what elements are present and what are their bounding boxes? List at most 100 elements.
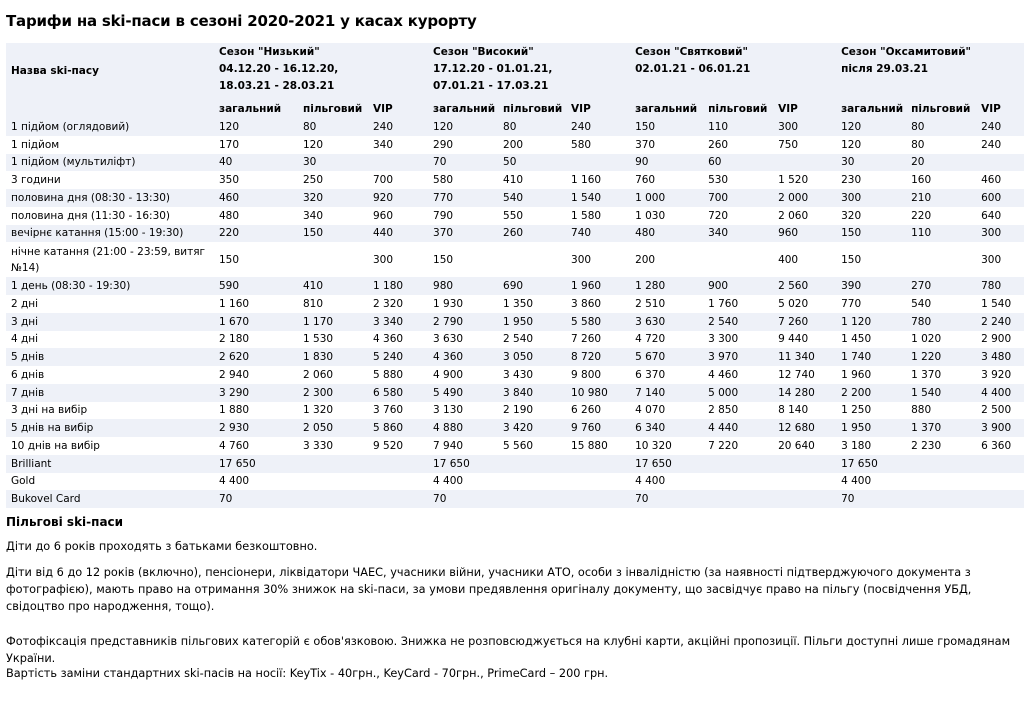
price-cell: 980 <box>428 277 499 295</box>
price-cell: 200 <box>503 138 524 151</box>
price-cell: 580 <box>571 138 592 151</box>
price-cell: 1 580 <box>571 209 602 222</box>
price-cell: 30 <box>836 153 907 172</box>
price-cell: 170 <box>219 138 240 151</box>
price-cell <box>906 454 977 473</box>
price-cell: 9 440 <box>778 333 809 346</box>
price-cell: 1 250 <box>841 404 872 417</box>
price-cell <box>368 473 428 491</box>
price-cell: 3 630 <box>433 333 464 346</box>
price-cell: 3 300 <box>708 333 739 346</box>
price-cell: 120 <box>303 138 324 151</box>
price-cell: 2 230 <box>911 439 942 452</box>
price-cell <box>703 490 774 508</box>
price-cell: 1 540 <box>566 189 631 207</box>
price-cell: 530 <box>708 174 729 187</box>
price-cell: 4 760 <box>219 439 250 452</box>
price-cell: 150 <box>841 253 862 266</box>
price-cell: 4 400 <box>433 475 464 488</box>
price-cell: 960 <box>773 224 837 243</box>
price-cell <box>298 473 368 491</box>
price-cell: 2 850 <box>708 404 739 417</box>
price-cell <box>498 473 566 491</box>
pass-name: Bukovel Card <box>6 490 214 508</box>
price-cell: 340 <box>703 224 774 243</box>
price-cell: 3 290 <box>214 383 298 402</box>
price-cell: 30 <box>298 153 368 172</box>
season-name: Сезон "Низький" <box>219 46 320 58</box>
price-cell: 340 <box>373 138 394 151</box>
price-cell: 160 <box>911 174 932 187</box>
price-cell: 3 330 <box>303 439 334 452</box>
price-cell: 740 <box>566 224 631 243</box>
price-cell: 17 650 <box>630 454 704 473</box>
price-cell: 370 <box>428 224 499 243</box>
pass-name: 1 підйом (мультиліфт) <box>6 153 214 172</box>
price-cell: 4 400 <box>841 475 872 488</box>
price-cell: 810 <box>303 297 324 310</box>
price-cell <box>976 490 1025 508</box>
season-name: Сезон "Високий" <box>433 46 534 58</box>
price-cell: 480 <box>219 209 240 222</box>
price-cell: 9 760 <box>566 419 631 437</box>
price-cell: 200 <box>635 253 656 266</box>
price-cell: 640 <box>981 209 1002 222</box>
price-cell: 1 520 <box>778 174 809 187</box>
pass-name: половина дня (08:30 - 13:30) <box>6 189 214 207</box>
price-cell: 3 970 <box>703 348 774 366</box>
price-cell: 3 480 <box>976 348 1025 366</box>
price-cell: 300 <box>373 253 394 266</box>
price-cell: 120 <box>836 118 907 136</box>
price-cell: 50 <box>498 153 567 172</box>
price-cell: 5 490 <box>428 383 499 402</box>
table-row: 3 дні 1 670 1 170 3 340 2 790 1 950 5 580 3 630… <box>6 312 1025 331</box>
price-cell: 80 <box>498 118 567 136</box>
benefits-paragraph-children: Діти до 6 років проходять з батьками без… <box>6 540 318 553</box>
price-type-header: загальний <box>428 99 499 118</box>
price-cell: 4 400 <box>219 475 250 488</box>
price-cell <box>703 473 773 491</box>
price-cell: 220 <box>911 209 932 222</box>
season-dates: 07.01.21 - 17.03.21 <box>433 80 549 92</box>
price-cell: 1 180 <box>368 277 429 295</box>
price-cell: 270 <box>906 277 977 295</box>
price-cell: 960 <box>373 209 394 222</box>
price-cell: 3 840 <box>498 383 567 402</box>
table-row: 7 днів 3 290 2 300 6 580 5 490 3 840 10 980 7 1… <box>6 383 1025 402</box>
price-cell: 250 <box>303 174 324 187</box>
price-cell: 2 060 <box>303 368 334 381</box>
pass-name: 3 дні <box>6 312 214 331</box>
price-cell: 440 <box>368 224 429 243</box>
price-cell: 4 440 <box>703 419 774 437</box>
price-cell: 1 830 <box>298 348 368 366</box>
price-cell: 580 <box>433 174 454 187</box>
price-cell: 1 320 <box>303 404 334 417</box>
price-cell: 10 980 <box>566 383 631 402</box>
price-cell: 2 060 <box>778 209 809 222</box>
price-cell: 3 340 <box>368 312 429 331</box>
price-cell: 1 370 <box>906 419 977 437</box>
pass-name: 1 день (08:30 - 19:30) <box>6 277 214 295</box>
price-cell: 5 880 <box>373 368 404 381</box>
price-cell: 17 650 <box>214 454 298 473</box>
price-cell <box>976 473 1024 491</box>
price-type-header: загальний <box>630 99 704 118</box>
price-cell: 2 200 <box>836 383 907 402</box>
price-cell: 70 <box>214 490 298 508</box>
price-cell: 150 <box>219 253 240 266</box>
season-dates: після 29.03.21 <box>841 63 929 75</box>
season-dates: 04.12.20 - 16.12.20, <box>219 63 339 75</box>
price-cell: 150 <box>836 224 907 243</box>
price-cell: 7 940 <box>433 439 464 452</box>
price-cell: 5 560 <box>503 439 534 452</box>
price-cell: 780 <box>906 312 977 331</box>
price-cell: 6 340 <box>630 419 704 437</box>
season-velvet-header: Сезон "Оксамитовий" після 29.03.21 <box>836 43 1025 99</box>
price-cell: 1 280 <box>630 277 704 295</box>
price-cell: 10 320 <box>635 439 672 452</box>
price-cell: 2 930 <box>214 419 298 437</box>
price-cell: 120 <box>428 118 499 136</box>
price-cell <box>773 153 837 172</box>
price-cell: 1 960 <box>566 277 631 295</box>
